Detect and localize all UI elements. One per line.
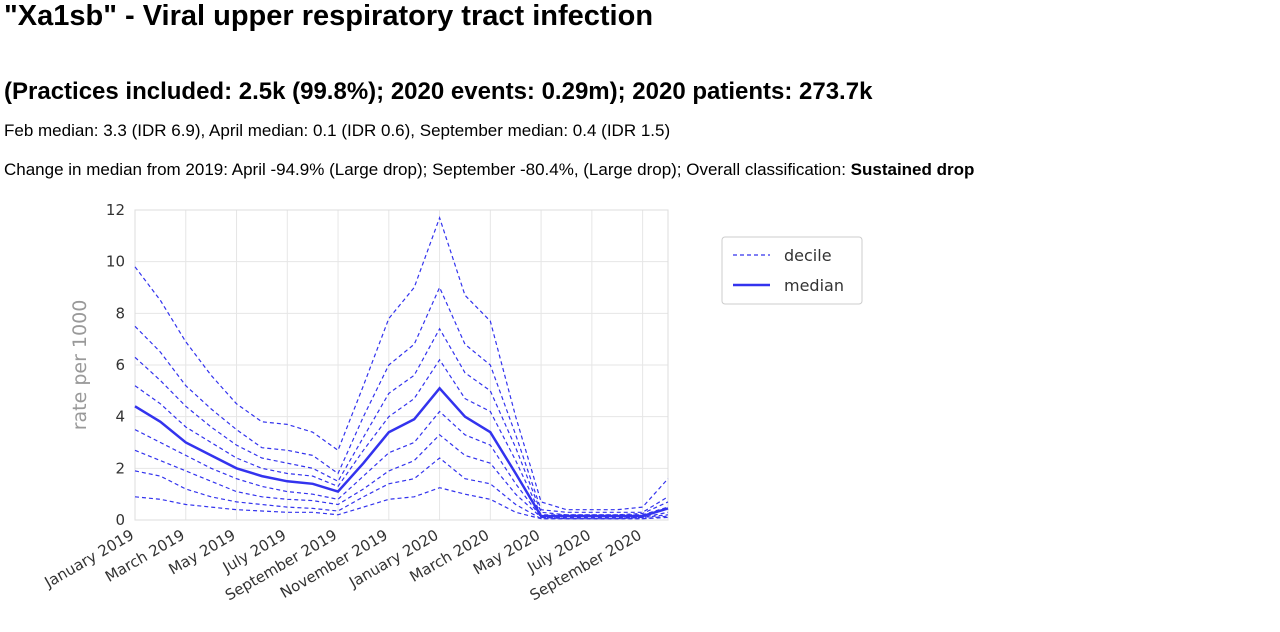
decile-line-8 [134, 215, 669, 511]
chart-legend: decile median [721, 236, 863, 305]
page-title: "Xa1sb" - Viral upper respiratory tract … [4, 0, 654, 32]
y-tick-label: 12 [106, 201, 125, 219]
legend-median-label: median [784, 276, 844, 295]
y-tick-label: 8 [115, 304, 125, 322]
chart-grid [134, 209, 668, 521]
decile-line-2 [134, 433, 669, 520]
decile-line-7 [134, 286, 669, 513]
y-tick-labels: 0 2 4 6 8 10 12 [106, 201, 125, 529]
y-tick-label: 10 [106, 253, 125, 271]
change-text: Change in median from 2019: April -94.9%… [4, 160, 851, 179]
decile-line-5 [134, 358, 669, 516]
change-summary: Change in median from 2019: April -94.9%… [4, 160, 974, 180]
y-tick-label: 0 [115, 511, 125, 529]
decile-line-6 [134, 327, 669, 516]
decile-line-1 [134, 457, 669, 520]
summary-subtitle: (Practices included: 2.5k (99.8%); 2020 … [4, 78, 873, 105]
median-line [134, 386, 669, 518]
legend-box [721, 236, 863, 305]
y-tick-label: 4 [115, 408, 125, 426]
legend-decile-label: decile [784, 246, 832, 265]
y-axis-label: rate per 1000 [69, 300, 91, 431]
classification-value: Sustained drop [850, 160, 975, 179]
plot-frame [134, 209, 669, 521]
median-summary: Feb median: 3.3 (IDR 6.9), April median:… [4, 121, 671, 140]
y-tick-label: 6 [115, 356, 125, 374]
series-lines [134, 215, 669, 520]
decile-line-3 [134, 410, 669, 518]
decile-line-0 [134, 487, 669, 520]
y-tick-label: 2 [115, 459, 125, 477]
